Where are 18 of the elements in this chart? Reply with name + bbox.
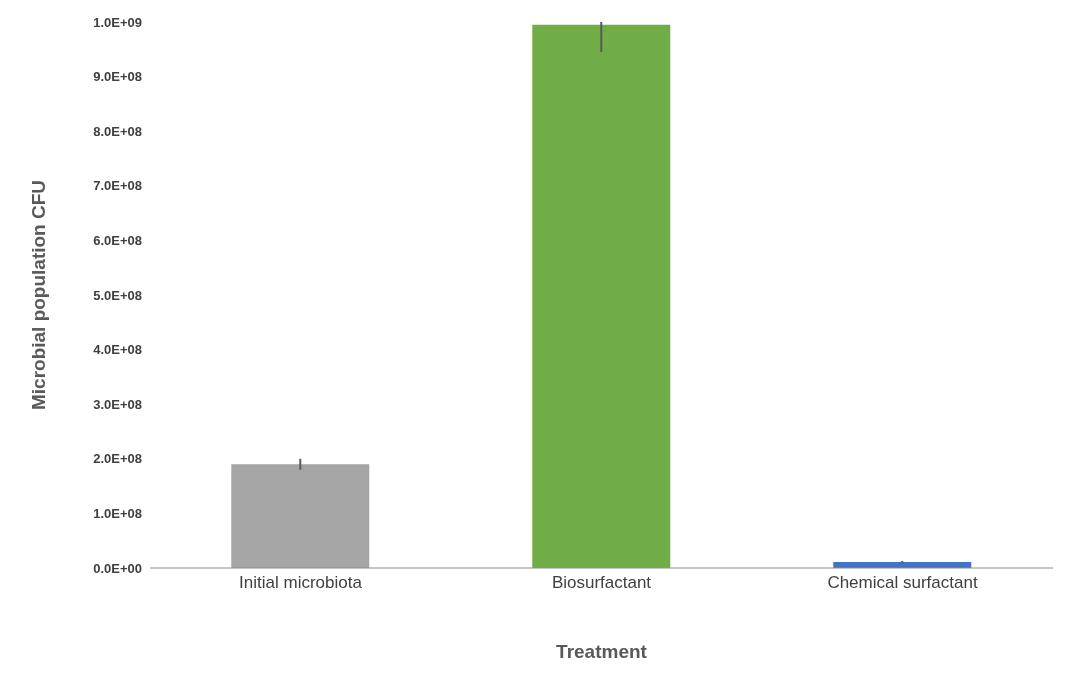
x-tick-label: Initial microbiota (239, 573, 363, 593)
y-tick-label: 0.0E+00 (93, 560, 142, 576)
x-tick-label: Biosurfactant (551, 573, 652, 593)
y-tick-label: 1.0E+09 (93, 14, 142, 30)
y-tick-label: 5.0E+08 (93, 287, 142, 303)
y-tick-label: 9.0E+08 (93, 69, 142, 85)
x-axis-title: Treatment (556, 641, 648, 662)
y-tick-label: 7.0E+08 (93, 178, 142, 194)
bar (231, 464, 370, 568)
y-tick-label: 1.0E+08 (93, 506, 142, 522)
bar (532, 24, 671, 568)
x-tick-label: Chemical surfactant (827, 573, 978, 593)
y-axis-title: Microbial population CFU (27, 179, 49, 411)
y-tick-label: 2.0E+08 (93, 451, 142, 467)
y-tick-label: 8.0E+08 (93, 123, 142, 139)
y-tick-label: 3.0E+08 (93, 396, 142, 412)
y-tick-label: 4.0E+08 (93, 342, 142, 358)
y-tick-label: 6.0E+08 (93, 233, 142, 249)
